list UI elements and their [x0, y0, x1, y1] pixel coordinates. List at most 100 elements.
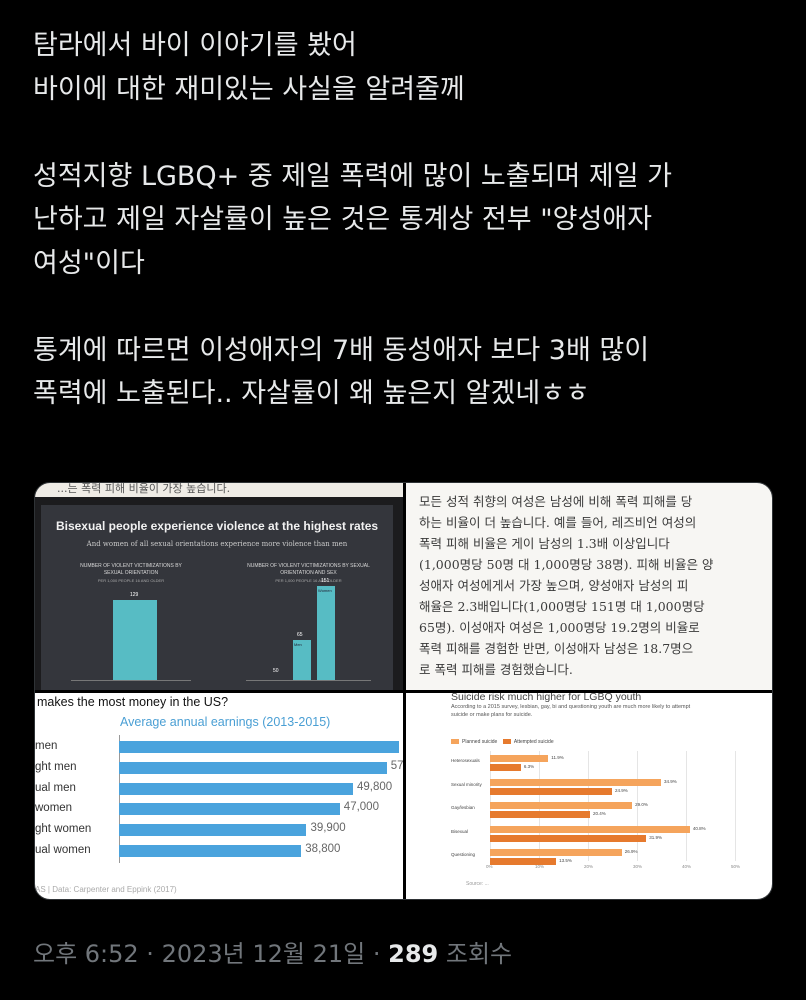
suicide-tick: 50% — [731, 864, 741, 869]
tweet-line: 여성"이다 — [33, 247, 145, 279]
article-line: 모든 성적 취향의 여성은 남성에 비해 폭력 피해를 당 — [419, 494, 693, 509]
earnings-row: ual men 49,800 — [35, 779, 403, 799]
suicide-tick: 20% — [584, 864, 594, 869]
suicide-chart-description: According to a 2015 survey, lesbian, gay… — [451, 703, 690, 719]
tweet-line: 통계에 따르면 이성애자의 7배 동성애자 보다 3배 많이 — [33, 334, 650, 366]
legend-label-planned: Planned suicide — [462, 739, 498, 745]
tweet-line: 바이에 대한 재미있는 사실을 알려줄께 — [33, 73, 465, 105]
suicide-category: Questioning — [451, 852, 476, 857]
earnings-bar — [119, 782, 353, 795]
tweet-meta: 오후 6:52 · 2023년 12월 21일 · 289 조회수 — [33, 934, 512, 969]
earnings-value: 47,000 — [343, 801, 379, 814]
suicide-value: 34.9% — [664, 778, 677, 784]
violence-chart-subtitle: And women of all sexual orientations exp… — [86, 540, 348, 548]
violence-bar — [317, 586, 335, 680]
suicide-value: 13.5% — [559, 858, 572, 863]
violence-left-header: NUMBER OF VIOLENT VICTIMIZATIONS BY SEXU… — [71, 563, 191, 584]
violence-bar — [113, 600, 157, 680]
article-line: 65명). 이성애자 여성은 1,000명당 19.2명의 비율로 — [419, 620, 700, 635]
legend-swatch-planned — [451, 739, 459, 745]
view-count: 289 — [388, 940, 439, 968]
suicide-value: 40.8% — [692, 825, 706, 831]
violence-bar-tag: Women — [318, 588, 332, 594]
panel1-top-text: ...는 폭력 피해 비율이 가장 높습니다. — [35, 483, 403, 497]
suicide-category: Bisexual — [451, 828, 469, 834]
suicide-bar — [490, 849, 622, 856]
suicide-bar — [490, 811, 590, 818]
earnings-category: ght men — [35, 760, 77, 773]
violence-axis-right — [246, 680, 371, 681]
earnings-row: ght men 57,000 — [35, 758, 403, 778]
right-header-note: PER 1,000 PEOPLE 16 AND OLDER — [275, 578, 342, 583]
suicide-value: 20.4% — [592, 811, 606, 816]
earnings-row: men$59,6 — [35, 737, 403, 757]
tweet-line: 난하고 제일 자살률이 높은 것은 통계상 전부 "양성애자 — [33, 204, 652, 235]
earnings-category: men — [35, 740, 58, 752]
suicide-gridline — [686, 751, 687, 861]
suicide-category: Sexual minority — [451, 781, 482, 787]
suicide-value: 24.9% — [615, 787, 628, 793]
legend-swatch-attempted — [502, 739, 511, 745]
violence-bar-value: 151 — [321, 578, 330, 585]
media-image-earnings-chart[interactable]: makes the most money in the US? Average … — [35, 693, 403, 899]
violence-bar-value: 65 — [297, 631, 303, 638]
tweet-timestamp[interactable]: 오후 6:52 · 2023년 12월 21일 · — [33, 940, 389, 968]
left-header-text: NUMBER OF VIOLENT VICTIMIZATIONS BY SEXU… — [80, 563, 182, 576]
tweet-paragraph: 성적지향 LGBQ+ 중 제일 폭력에 많이 노출되며 제일 가 난하고 제일 자… — [33, 155, 783, 286]
violence-bar-value: 129 — [130, 592, 139, 599]
earnings-row: ght women 39,900 — [35, 820, 403, 840]
suicide-bar — [490, 858, 557, 865]
violence-right-header: NUMBER OF VIOLENT VICTIMIZATIONS BY SEXU… — [246, 563, 371, 584]
earnings-bar — [119, 761, 387, 774]
tweet-line: 탐라에서 바이 이야기를 봤어 — [33, 30, 357, 61]
earnings-bar — [119, 741, 399, 753]
violence-chart-card: Bisexual people experience violence at t… — [41, 505, 393, 690]
earnings-category: women — [35, 802, 73, 815]
suicide-bar — [490, 787, 612, 795]
earnings-value: 39,900 — [310, 822, 346, 835]
suicide-value: 11.9% — [551, 755, 564, 760]
violence-bar — [269, 649, 287, 680]
suicide-bar — [490, 764, 521, 771]
earnings-category: ual men — [35, 781, 76, 794]
earnings-bar — [119, 845, 302, 857]
earnings-value: 57,000 — [390, 759, 403, 772]
earnings-bar — [119, 824, 307, 837]
suicide-tick: 30% — [633, 864, 643, 869]
suicide-tick: 0% — [486, 864, 493, 869]
suicide-category: Gay/lesbian — [451, 805, 475, 810]
suicide-bar — [490, 825, 690, 833]
article-line: 성애자 여성에게서 가장 높으며, 양성애자 남성의 피 — [419, 578, 689, 593]
earnings-category: ght women — [35, 823, 92, 836]
description-line: According to a 2015 survey, lesbian, gay… — [451, 704, 691, 710]
right-header-text: NUMBER OF VIOLENT VICTIMIZATIONS BY SEXU… — [247, 563, 370, 576]
article-line: (1,000명당 50명 대 1,000명당 38명). 피해 비율은 양 — [419, 557, 714, 572]
suicide-chart-title: Suicide risk much higher for LGBQ youth — [451, 693, 642, 703]
left-header-note: PER 1,000 PEOPLE 16 AND OLDER — [97, 578, 165, 583]
description-line: suicide or make plans for suicide. — [451, 712, 533, 718]
media-image-violence-chart[interactable]: ...는 폭력 피해 비율이 가장 높습니다. Bisexual people … — [35, 483, 403, 690]
suicide-value: 29.0% — [635, 802, 648, 807]
article-line: 로 폭력 피해를 경험했습니다. — [419, 662, 573, 677]
earnings-axis — [119, 735, 120, 863]
earnings-category: ual women — [35, 844, 91, 856]
article-line: 하는 비율이 더 높습니다. 예를 들어, 레즈비언 여성의 — [419, 515, 697, 530]
suicide-bar — [490, 755, 549, 762]
suicide-tick: 10% — [535, 864, 545, 869]
earnings-chart-footer: AS | Data: Carpenter and Eppink (2017) — [35, 885, 177, 894]
suicide-bar — [490, 802, 633, 809]
earnings-chart-subtitle: Average annual earnings (2013-2015) — [120, 715, 331, 729]
article-line: 해율은 2.3배입니다(1,000명당 151명 대 1,000명당 — [419, 599, 705, 614]
suicide-value: 6.3% — [523, 764, 535, 769]
suicide-value: 26.9% — [624, 849, 638, 854]
media-image-suicide-chart[interactable]: Suicide risk much higher for LGBQ youth … — [406, 693, 772, 899]
article-line: 폭력 피해 비율은 게이 남성의 1.3배 이상입니다 — [419, 536, 670, 551]
article-line: 폭력 피해를 경험한 반면, 이성애자 남성은 18.7명으 — [419, 641, 694, 656]
media-grid[interactable]: ...는 폭력 피해 비율이 가장 높습니다. Bisexual people … — [34, 482, 773, 900]
tweet-line: 폭력에 노출된다.. 자살률이 왜 높은지 알겠네ㅎㅎ — [33, 378, 590, 409]
